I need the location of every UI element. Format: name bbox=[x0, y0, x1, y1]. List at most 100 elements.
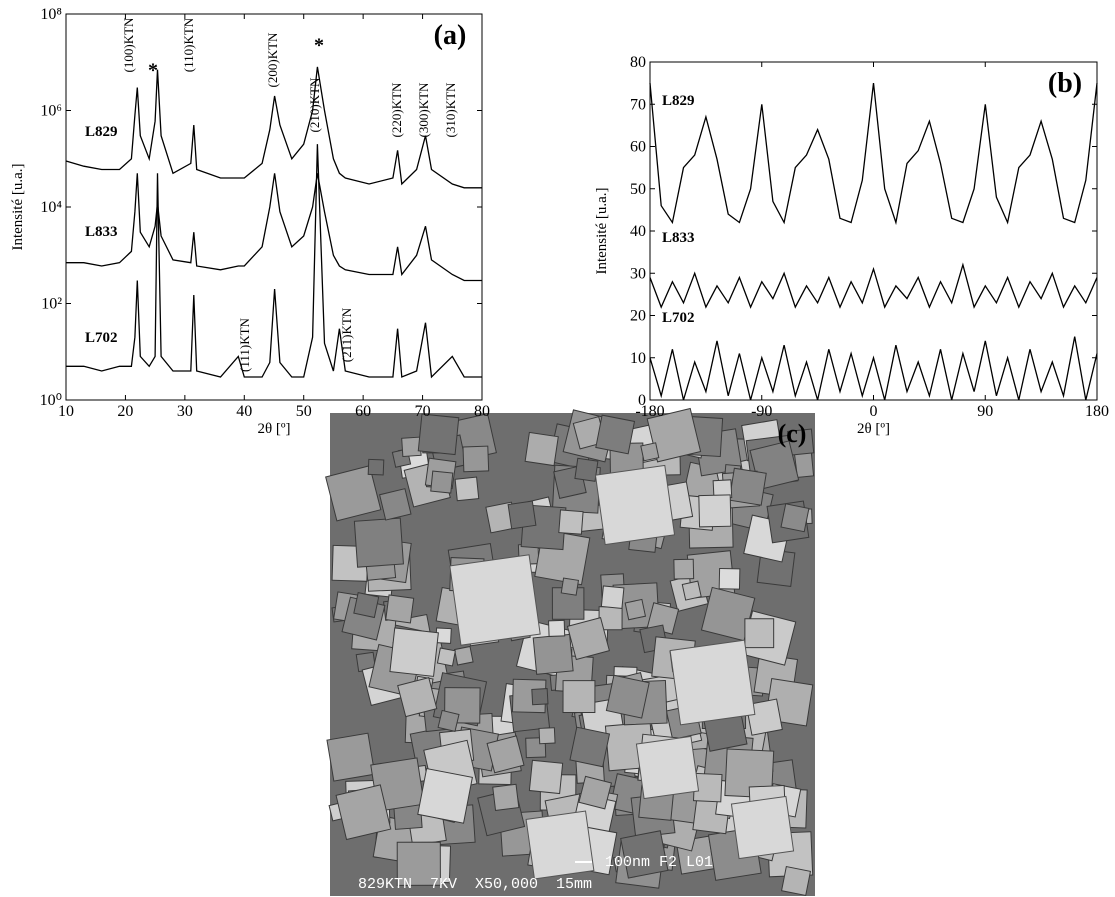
y-tick-label: 80 bbox=[630, 54, 646, 71]
x-tick-label: 180 bbox=[1085, 403, 1109, 420]
crystal bbox=[397, 676, 438, 718]
crystal bbox=[558, 509, 584, 535]
panel-label: (c) bbox=[778, 419, 807, 448]
peak-annotation: * bbox=[314, 35, 324, 57]
y-tick-label: 50 bbox=[630, 181, 646, 198]
crystal bbox=[548, 619, 566, 637]
crystal bbox=[437, 709, 460, 732]
crystal bbox=[724, 748, 775, 799]
y-tick-label: 70 bbox=[630, 96, 646, 113]
x-axis-label: 2θ [º] bbox=[257, 421, 290, 437]
series-line bbox=[649, 262, 1098, 309]
crystal bbox=[698, 494, 732, 528]
panel-label: (a) bbox=[434, 20, 467, 51]
x-tick-label: 70 bbox=[415, 403, 431, 420]
crystal bbox=[462, 445, 490, 473]
peak-annotation: * bbox=[148, 60, 158, 82]
crystal bbox=[538, 727, 556, 745]
crystal bbox=[326, 732, 376, 782]
peak-annotation: (200)KTN bbox=[265, 32, 280, 87]
crystal bbox=[396, 841, 441, 886]
series-line bbox=[66, 144, 482, 379]
x-tick-label: 30 bbox=[177, 403, 193, 420]
crystal bbox=[744, 618, 775, 649]
y-tick-label: 10⁶ bbox=[40, 103, 62, 120]
crystal bbox=[780, 865, 812, 897]
peak-annotation: (111)KTN bbox=[237, 317, 252, 372]
crystal bbox=[507, 500, 537, 530]
crystal bbox=[605, 674, 650, 719]
crystal-large bbox=[449, 554, 541, 646]
scale-bar-label: 100nm F2 L01 bbox=[605, 854, 713, 871]
crystal bbox=[745, 698, 783, 736]
peak-annotation: (310)KTN bbox=[443, 82, 458, 137]
crystal bbox=[417, 767, 473, 824]
crystal bbox=[492, 783, 520, 811]
crystal bbox=[532, 633, 574, 675]
crystal bbox=[718, 567, 741, 590]
crystal bbox=[562, 680, 596, 714]
x-tick-label: 10 bbox=[58, 403, 74, 420]
x-tick-label: 80 bbox=[474, 403, 490, 420]
series-label: L702 bbox=[85, 330, 118, 346]
y-tick-label: 10⁴ bbox=[40, 199, 62, 216]
crystal bbox=[600, 585, 625, 610]
y-tick-label: 20 bbox=[630, 308, 646, 325]
y-axis-label: Intensité [u.a.] bbox=[10, 163, 26, 250]
crystal bbox=[574, 457, 599, 482]
crystal bbox=[569, 726, 611, 768]
crystal bbox=[453, 645, 474, 666]
crystal bbox=[640, 442, 660, 462]
series-line bbox=[66, 173, 482, 282]
crystal bbox=[681, 580, 702, 601]
crystal bbox=[728, 467, 767, 506]
y-tick-label: 10² bbox=[41, 296, 62, 313]
crystal bbox=[620, 830, 669, 879]
crystal bbox=[528, 759, 564, 795]
x-tick-label: 90 bbox=[977, 403, 993, 420]
crystal bbox=[417, 413, 460, 456]
x-tick-label: 0 bbox=[870, 403, 878, 420]
crystal-large bbox=[594, 464, 676, 546]
y-tick-label: 60 bbox=[630, 139, 646, 156]
crystal-large bbox=[635, 735, 700, 800]
y-axis-label: Intensité [u.a.] bbox=[594, 187, 610, 274]
sem-caption: 829KTN 7KV X50,000 15mm bbox=[358, 876, 592, 893]
crystal bbox=[624, 598, 647, 621]
sem-image: 100nm F2 L01 829KTN 7KV X50,000 15mm (c) bbox=[325, 407, 815, 897]
x-tick-label: -180 bbox=[635, 403, 664, 420]
crystal-large bbox=[730, 795, 795, 860]
crystal bbox=[353, 517, 404, 568]
x-axis-label: 2θ [º] bbox=[857, 421, 890, 437]
panel-label: (b) bbox=[1048, 68, 1082, 99]
peak-annotation: (210)KTN bbox=[307, 77, 322, 132]
x-tick-label: 20 bbox=[117, 403, 133, 420]
crystal-large bbox=[669, 639, 756, 726]
series-line bbox=[649, 83, 1098, 226]
series-label: L829 bbox=[85, 124, 118, 140]
crystal bbox=[780, 503, 810, 533]
crystal bbox=[389, 627, 439, 677]
crystal bbox=[430, 470, 454, 494]
crystal bbox=[367, 458, 385, 476]
peak-annotation: (110)KTN bbox=[181, 17, 196, 72]
series-label: L702 bbox=[662, 310, 695, 326]
crystal bbox=[566, 616, 610, 661]
crystal bbox=[385, 594, 415, 624]
crystal-large bbox=[525, 810, 595, 880]
crystal bbox=[595, 414, 636, 455]
peak-annotation: (300)KTN bbox=[416, 82, 431, 137]
peak-annotation: (100)KTN bbox=[121, 17, 136, 72]
y-tick-label: 10⁰ bbox=[40, 392, 62, 409]
y-tick-label: 0 bbox=[638, 392, 646, 409]
crystal bbox=[524, 431, 559, 467]
series-label: L833 bbox=[662, 230, 695, 246]
crystal bbox=[436, 647, 456, 667]
y-tick-label: 30 bbox=[630, 265, 646, 282]
crystal bbox=[531, 688, 549, 706]
crystal bbox=[646, 407, 702, 463]
y-tick-label: 40 bbox=[630, 223, 646, 240]
y-tick-label: 10 bbox=[630, 350, 646, 367]
crystal bbox=[353, 592, 380, 619]
x-tick-label: -90 bbox=[751, 403, 772, 420]
